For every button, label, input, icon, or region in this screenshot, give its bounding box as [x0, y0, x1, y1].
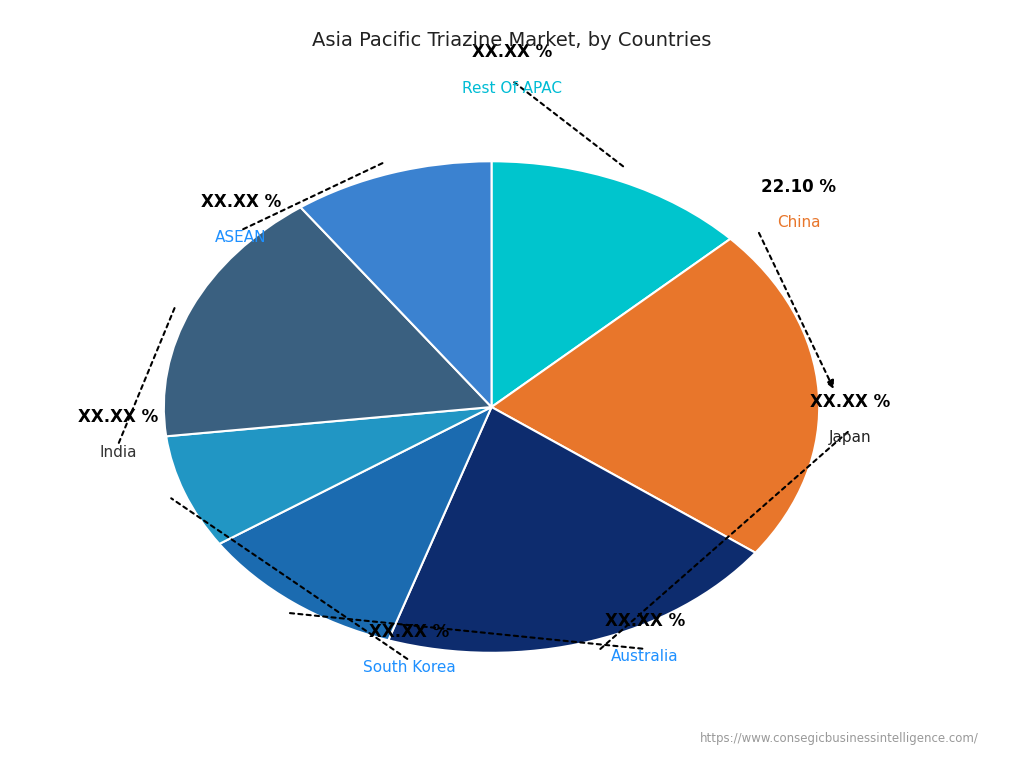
Wedge shape — [301, 161, 492, 407]
Wedge shape — [166, 407, 492, 544]
Text: 22.10 %: 22.10 % — [761, 178, 837, 196]
Text: China: China — [777, 215, 820, 230]
Text: XX.XX %: XX.XX % — [201, 194, 281, 211]
Wedge shape — [492, 239, 819, 553]
Text: Rest Of APAC: Rest Of APAC — [462, 81, 562, 96]
Wedge shape — [388, 407, 756, 653]
Text: India: India — [99, 445, 136, 461]
Text: XX.XX %: XX.XX % — [370, 624, 450, 641]
Text: https://www.consegicbusinessintelligence.com/: https://www.consegicbusinessintelligence… — [700, 732, 979, 745]
Text: XX.XX %: XX.XX % — [810, 393, 890, 411]
Text: XX.XX %: XX.XX % — [605, 612, 685, 630]
Text: South Korea: South Korea — [364, 660, 456, 676]
Text: Australia: Australia — [611, 649, 679, 664]
Wedge shape — [492, 161, 730, 407]
Text: Asia Pacific Triazine Market, by Countries: Asia Pacific Triazine Market, by Countri… — [312, 31, 712, 50]
Text: Japan: Japan — [828, 430, 871, 445]
Text: ASEAN: ASEAN — [215, 230, 266, 246]
Wedge shape — [219, 407, 492, 641]
Wedge shape — [164, 207, 492, 436]
Text: XX.XX %: XX.XX % — [472, 44, 552, 61]
Text: XX.XX %: XX.XX % — [78, 409, 158, 426]
